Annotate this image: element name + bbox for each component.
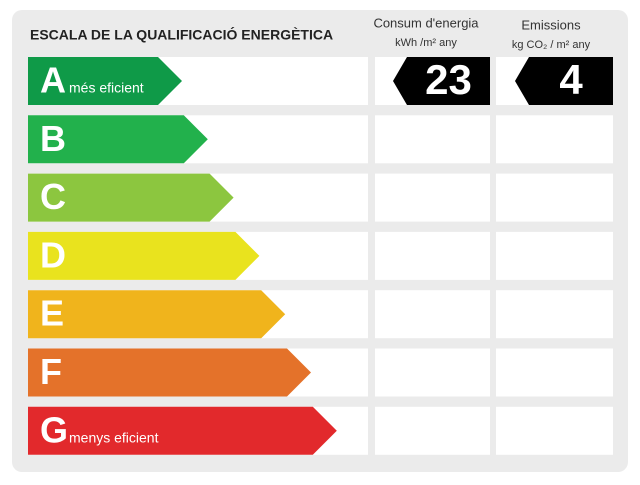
rating-arrow — [28, 348, 311, 397]
rating-letter: A — [40, 60, 66, 101]
rating-arrow — [28, 115, 208, 164]
rating-letter: E — [40, 293, 64, 334]
rating-arrow — [28, 290, 286, 339]
value-text: 4 — [559, 56, 583, 103]
rating-arrow — [28, 406, 337, 455]
consumption-cell — [375, 348, 490, 397]
emissions-unit: kg CO₂ / m² any — [512, 39, 591, 51]
emissions-cell — [496, 173, 613, 222]
value-badge — [515, 57, 613, 105]
rating-letter: C — [40, 176, 66, 217]
emissions-title: Emissions — [521, 17, 581, 32]
emissions-cell — [496, 231, 613, 280]
consumption-cell — [375, 115, 490, 164]
rating-label: menys eficient — [69, 430, 159, 446]
value-text: 23 — [425, 56, 472, 103]
value-badge — [393, 57, 490, 105]
consumption-unit: kWh /m² any — [395, 37, 457, 49]
label-title: ESCALA DE LA QUALIFICACIÓ ENERGÈTICA — [30, 26, 333, 43]
consumption-cell — [375, 290, 490, 339]
rating-label: més eficient — [69, 80, 144, 96]
rating-arrow — [28, 231, 260, 280]
rating-letter: G — [40, 409, 68, 450]
rating-arrow — [28, 173, 234, 222]
emissions-cell — [496, 290, 613, 339]
emissions-cell — [496, 115, 613, 164]
consumption-title: Consum d'energia — [373, 15, 479, 30]
rating-letter: B — [40, 118, 66, 159]
consumption-cell — [375, 173, 490, 222]
rating-letter: F — [40, 351, 62, 392]
emissions-cell — [496, 348, 613, 397]
rating-letter: D — [40, 234, 66, 275]
consumption-cell — [375, 406, 490, 455]
rating-arrow — [28, 57, 182, 105]
emissions-cell — [496, 406, 613, 455]
consumption-cell — [375, 231, 490, 280]
